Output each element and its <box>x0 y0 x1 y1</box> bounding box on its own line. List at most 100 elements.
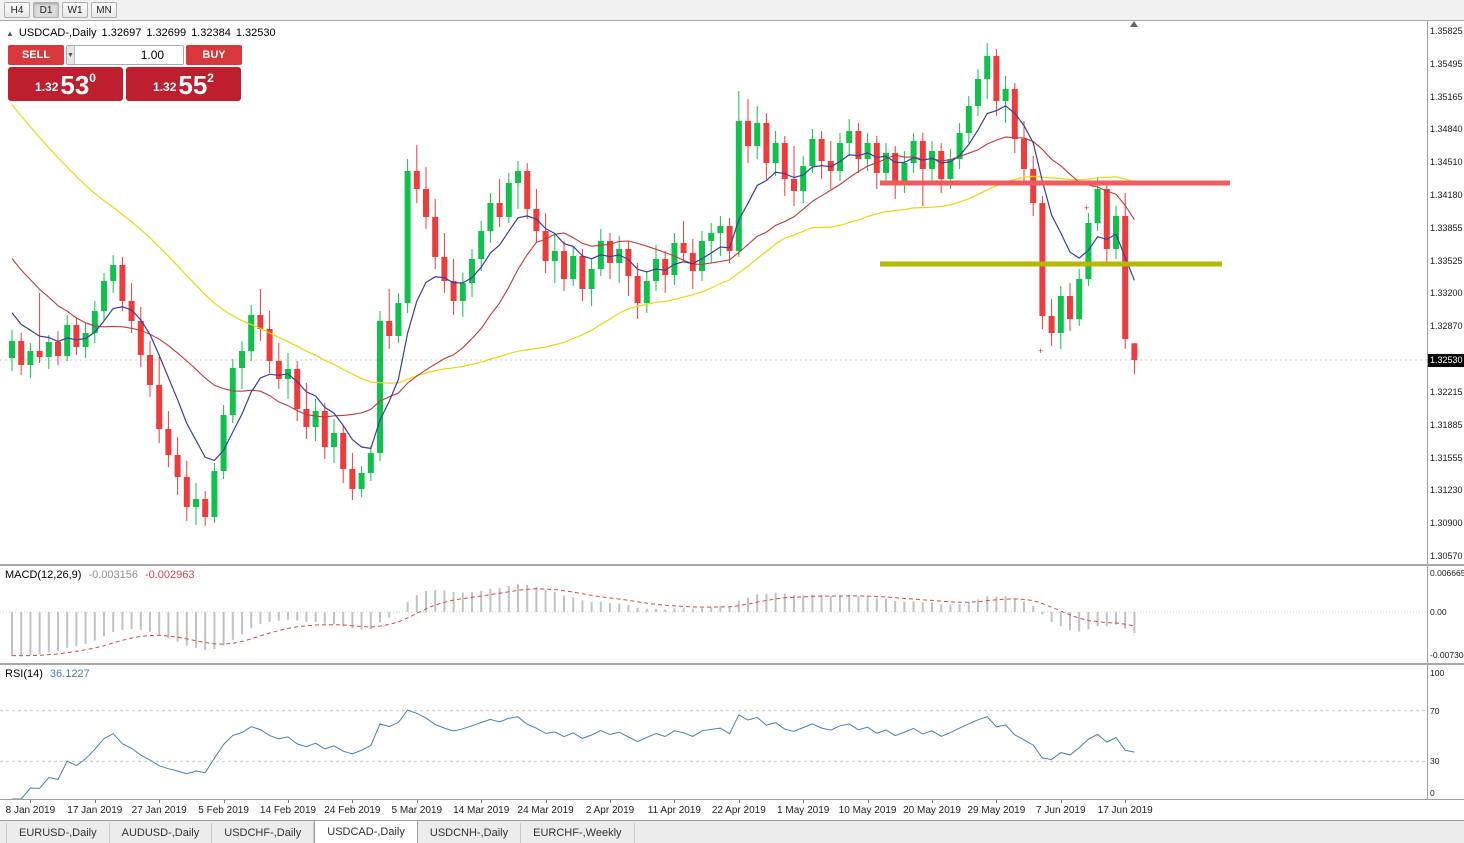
price-axis-label: 1.32870 <box>1430 321 1463 331</box>
macd-axis-label: 0.006665 <box>1430 568 1464 578</box>
tab-eurchf-weekly[interactable]: EURCHF-,Weekly <box>521 823 635 843</box>
main-chart-canvas[interactable]: ++ <box>0 21 1427 564</box>
date-tick <box>352 800 354 803</box>
ma-slow-line <box>11 104 1135 384</box>
date-tick <box>803 800 805 803</box>
date-axis-label: 20 May 2019 <box>903 805 961 816</box>
timeframe-button-d1[interactable]: D1 <box>33 2 59 18</box>
rsi-canvas[interactable] <box>0 665 1427 799</box>
ohlc-open: 1.32697 <box>101 27 142 39</box>
buy-price-pips: 55 <box>178 70 208 100</box>
trade-marker: + <box>1084 203 1089 213</box>
chart-symbol-label: USDCAD-,Daily <box>18 27 97 39</box>
macd-signal-value: -0.002963 <box>144 569 195 581</box>
price-axis-label: 1.31885 <box>1430 419 1463 430</box>
timeframe-toolbar: H4 D1 W1 MN <box>0 0 1464 21</box>
macd-histogram <box>11 584 1136 657</box>
rsi-name: RSI(14) <box>5 668 43 680</box>
rsi-axis-label: 70 <box>1430 705 1440 716</box>
volume-decrease-button[interactable]: ▼ <box>67 46 75 64</box>
date-tick <box>159 800 161 803</box>
price-axis[interactable]: 1.32530 1.35825 1.35495 1.35165 1.34840 1.34… <box>1427 21 1464 799</box>
price-axis-label: 1.35825 <box>1430 25 1463 36</box>
candles <box>9 43 1138 526</box>
price-axis-label: 1.33525 <box>1430 255 1463 266</box>
sell-button[interactable]: SELL <box>8 45 64 65</box>
chart-shift-marker-icon[interactable] <box>1130 21 1138 27</box>
macd-main-value: -0.003156 <box>88 569 138 581</box>
rsi-value: 36.1227 <box>49 668 90 680</box>
ohlc-close: 1.32530 <box>235 27 276 39</box>
date-axis-label: 5 Feb 2019 <box>198 805 249 816</box>
price-axis-label: 1.31555 <box>1430 452 1463 463</box>
main-chart-panel[interactable]: + + ▲ USDCAD-,Daily 1.32697 1.32699 1.323… <box>0 21 1427 564</box>
rsi-axis-label: 30 <box>1430 756 1440 767</box>
price-axis-label: 1.34180 <box>1430 190 1463 200</box>
date-axis-label: 10 May 2019 <box>838 805 897 816</box>
one-click-trading-widget: SELL ▼ ▲ BUY 1.32 53 0 1.32 55 2 <box>8 45 242 101</box>
date-tick <box>481 800 483 803</box>
ma-fast-line <box>11 105 1135 462</box>
date-axis-label: 7 Jun 2019 <box>1036 805 1086 816</box>
date-tick <box>545 800 547 803</box>
buy-price-point: 2 <box>207 71 214 85</box>
date-tick <box>610 800 611 803</box>
date-tick <box>1060 800 1062 803</box>
date-tick <box>416 800 418 803</box>
date-axis-label: 2 Apr 2019 <box>585 805 635 816</box>
date-axis-label: 24 Mar 2019 <box>517 805 574 816</box>
collapse-panel-icon[interactable]: ▲ <box>6 28 14 38</box>
sell-price-point: 0 <box>89 71 96 85</box>
chart-tab-bar: EURUSD-,Daily AUDUSD-,Daily USDCHF-,Daily U… <box>0 820 1464 843</box>
timeframe-button-w1[interactable]: W1 <box>62 2 88 18</box>
date-axis-label: 24 Feb 2019 <box>324 805 381 816</box>
panel-separator[interactable] <box>0 663 1464 665</box>
price-axis-label: 1.34510 <box>1430 157 1463 167</box>
price-axis-label: 1.35495 <box>1430 58 1463 69</box>
macd-label-bar: MACD(12,26,9) -0.003156 -0.002963 <box>5 569 195 581</box>
date-tick <box>996 800 998 803</box>
sell-price-panel[interactable]: 1.32 53 0 <box>8 67 123 101</box>
sell-price-pips: 53 <box>60 70 90 100</box>
ohlc-low: 1.32384 <box>191 27 231 39</box>
date-tick <box>738 800 740 803</box>
ma-mid-line <box>11 136 1135 418</box>
date-axis-label: 17 Jun 2019 <box>1097 805 1153 816</box>
date-axis-label: 1 May 2019 <box>777 805 830 816</box>
date-axis-label: 11 Apr 2019 <box>647 805 701 816</box>
resistance-line[interactable] <box>880 180 1230 186</box>
timeframe-button-mn[interactable]: MN <box>91 2 117 18</box>
macd-canvas[interactable] <box>0 566 1427 663</box>
date-axis[interactable]: 8 Jan 2019 17 Jan 2019 27 Jan 2019 5 Feb 20… <box>0 799 1464 820</box>
rsi-axis-label: 100 <box>1430 668 1445 678</box>
date-axis-label: 17 Jan 2019 <box>67 805 123 816</box>
buy-button[interactable]: BUY <box>186 45 242 65</box>
tab-usdchf-daily[interactable]: USDCHF-,Daily <box>212 823 315 843</box>
timeframe-button-h4[interactable]: H4 <box>4 2 30 18</box>
current-price-tag: 1.32530 <box>1428 353 1464 367</box>
price-axis-label: 1.32215 <box>1430 386 1463 397</box>
panel-separator[interactable] <box>0 564 1464 566</box>
tab-eurusd-daily[interactable]: EURUSD-,Daily <box>6 823 110 843</box>
macd-axis-label: -0.007308 <box>1430 649 1464 660</box>
rsi-axis-label: 0 <box>1430 788 1435 798</box>
price-axis-label: 1.34840 <box>1430 124 1463 134</box>
macd-signal-line <box>11 588 1135 657</box>
tab-audusd-daily[interactable]: AUDUSD-,Daily <box>110 823 213 843</box>
trade-marker: + <box>1038 346 1043 356</box>
date-axis-label: 14 Feb 2019 <box>259 805 317 816</box>
tab-usdcnh-daily[interactable]: USDCNH-,Daily <box>418 823 522 843</box>
volume-input[interactable] <box>74 46 183 64</box>
buy-price-panel[interactable]: 1.32 55 2 <box>126 67 241 101</box>
chart-info-bar: ▲ USDCAD-,Daily 1.32697 1.32699 1.32384 … <box>6 27 276 39</box>
price-axis-label: 1.35165 <box>1430 91 1463 102</box>
tab-usdcad-daily[interactable]: USDCAD-,Daily <box>314 820 418 843</box>
date-tick <box>674 800 676 803</box>
date-axis-label: 14 Mar 2019 <box>453 805 510 816</box>
rsi-indicator-panel[interactable]: RSI(14) 36.1227 <box>0 665 1427 799</box>
date-tick <box>1125 800 1127 803</box>
macd-indicator-panel[interactable]: MACD(12,26,9) -0.003156 -0.002963 <box>0 566 1427 663</box>
price-axis-label: 1.30570 <box>1430 551 1463 561</box>
support-line[interactable] <box>880 261 1222 267</box>
date-tick <box>932 800 933 803</box>
